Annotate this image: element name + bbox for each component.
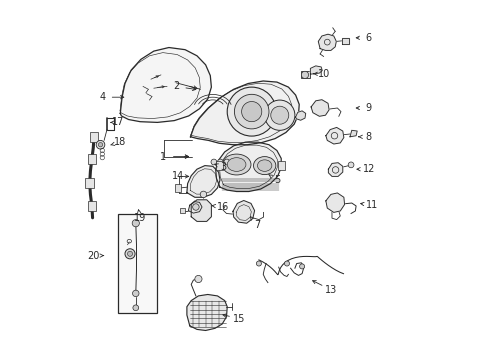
Bar [87, 201, 96, 211]
Text: 10: 10 [317, 69, 329, 79]
Circle shape [98, 143, 102, 147]
Polygon shape [232, 201, 254, 223]
Polygon shape [325, 193, 344, 212]
Circle shape [200, 191, 206, 198]
Bar [118, 214, 157, 313]
Polygon shape [191, 200, 211, 221]
Text: 7: 7 [253, 220, 260, 230]
Polygon shape [349, 130, 356, 137]
Circle shape [125, 249, 135, 259]
Circle shape [96, 140, 104, 149]
Circle shape [194, 275, 202, 283]
Text: 11: 11 [366, 200, 378, 210]
Polygon shape [310, 100, 328, 116]
Circle shape [234, 94, 268, 129]
Text: 18: 18 [114, 137, 126, 147]
Circle shape [270, 106, 288, 124]
Bar [89, 132, 98, 142]
Text: 16: 16 [216, 202, 228, 212]
Text: 2: 2 [173, 81, 179, 91]
Text: 1: 1 [160, 152, 166, 162]
Polygon shape [325, 127, 343, 144]
Circle shape [132, 220, 139, 227]
Polygon shape [342, 38, 348, 44]
Bar [85, 178, 94, 188]
Circle shape [227, 87, 276, 136]
Polygon shape [186, 166, 220, 197]
Ellipse shape [222, 154, 250, 175]
Circle shape [284, 261, 289, 266]
Circle shape [241, 102, 261, 122]
Text: 3: 3 [220, 162, 225, 172]
Polygon shape [190, 81, 299, 145]
Bar [301, 71, 310, 78]
Circle shape [192, 204, 199, 210]
Text: 9: 9 [365, 103, 371, 113]
Polygon shape [328, 163, 342, 176]
Circle shape [217, 159, 223, 165]
Text: 14: 14 [171, 171, 183, 181]
Bar [175, 184, 181, 192]
Text: 20: 20 [87, 251, 99, 261]
Circle shape [264, 100, 294, 130]
Polygon shape [120, 48, 211, 122]
Circle shape [132, 290, 139, 297]
Ellipse shape [257, 160, 271, 171]
Text: 13: 13 [324, 285, 336, 295]
Circle shape [347, 162, 353, 168]
Circle shape [256, 261, 261, 266]
Circle shape [301, 71, 308, 78]
Text: 17: 17 [112, 117, 124, 127]
Bar [215, 161, 223, 170]
Text: 5: 5 [273, 175, 280, 185]
Circle shape [211, 159, 216, 165]
Bar [277, 161, 284, 170]
Circle shape [299, 264, 304, 269]
Polygon shape [215, 142, 281, 192]
Polygon shape [295, 111, 305, 120]
Bar [87, 154, 96, 164]
Text: 4: 4 [99, 92, 105, 102]
Polygon shape [318, 34, 336, 50]
Text: 6: 6 [365, 33, 371, 43]
Ellipse shape [227, 158, 245, 171]
Polygon shape [188, 202, 202, 213]
Text: 15: 15 [232, 314, 245, 324]
Text: 19: 19 [134, 213, 146, 223]
Text: 8: 8 [365, 132, 371, 142]
Circle shape [127, 251, 132, 256]
Circle shape [224, 159, 229, 165]
Text: 12: 12 [362, 164, 374, 174]
Polygon shape [310, 66, 322, 74]
Bar [180, 208, 184, 213]
Circle shape [133, 305, 139, 311]
Polygon shape [186, 294, 227, 330]
Ellipse shape [253, 157, 275, 175]
